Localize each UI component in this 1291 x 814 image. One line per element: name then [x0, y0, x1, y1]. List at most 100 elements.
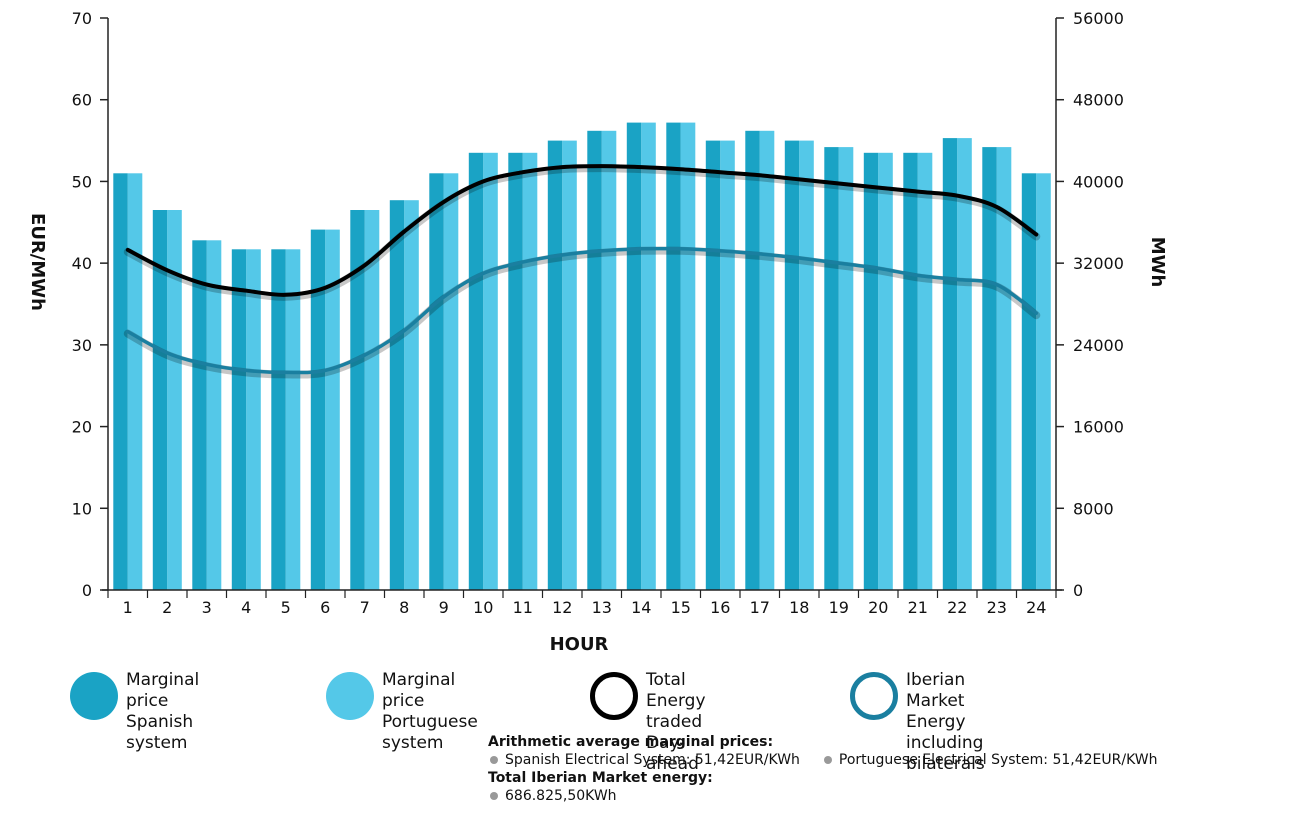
bar-spanish-1	[113, 173, 128, 590]
y-left-tick-label-0: 0	[82, 581, 92, 600]
bar-spanish-18	[785, 141, 800, 590]
y-right-axis-title: MWh	[1147, 237, 1168, 288]
y-right-tick-label-16000: 16000	[1073, 418, 1124, 437]
summary-block: Arithmetic average marginal prices: Span…	[488, 733, 1288, 805]
y-right-tick-label-0: 0	[1073, 581, 1083, 600]
bar-portuguese-21	[918, 153, 933, 590]
bar-spanish-10	[469, 153, 484, 590]
bar-spanish-8	[390, 200, 405, 590]
x-tick-label-23: 23	[987, 598, 1007, 617]
avg-spanish-value: Spanish Electrical System: 51,42EUR/KWh	[505, 752, 800, 768]
bar-portuguese-14	[641, 123, 656, 590]
bar-spanish-12	[548, 141, 563, 590]
legend-swatch-iberian-energy	[850, 672, 898, 720]
bar-spanish-23	[982, 147, 997, 590]
x-tick-label-21: 21	[908, 598, 928, 617]
y-right-tick-label-24000: 24000	[1073, 336, 1124, 355]
bar-portuguese-1	[128, 173, 143, 590]
total-energy-heading: Total Iberian Market energy:	[488, 769, 1288, 787]
total-energy-value: 686.825,50KWh	[505, 788, 617, 804]
y-left-tick-label-10: 10	[72, 499, 92, 518]
y-right-tick-label-56000: 56000	[1073, 9, 1124, 28]
legend-label-portuguese-price: Marginal price Portuguese system	[382, 670, 478, 754]
bar-portuguese-19	[839, 147, 854, 590]
bar-spanish-22	[943, 138, 958, 590]
y-left-axis-title: EUR/MWh	[27, 213, 48, 311]
bar-portuguese-8	[404, 200, 419, 590]
line-iberian-energy	[128, 249, 1037, 373]
legend-label-spanish-price: Marginal price Spanish system	[126, 670, 199, 754]
x-tick-label-16: 16	[710, 598, 730, 617]
bar-portuguese-2	[167, 210, 182, 590]
bar-spanish-3	[192, 240, 207, 590]
bar-spanish-9	[429, 173, 444, 590]
y-left-tick-label-50: 50	[72, 172, 92, 191]
bar-spanish-11	[508, 153, 523, 590]
bar-portuguese-22	[957, 138, 972, 590]
bar-spanish-19	[824, 147, 839, 590]
legend-swatch-portuguese-price	[326, 672, 374, 720]
y-left-tick-label-70: 70	[72, 9, 92, 28]
bar-spanish-16	[706, 141, 721, 590]
x-tick-label-3: 3	[202, 598, 212, 617]
bar-portuguese-17	[760, 131, 775, 590]
x-tick-label-12: 12	[552, 598, 572, 617]
x-tick-label-10: 10	[473, 598, 493, 617]
lines-layer	[128, 166, 1037, 374]
y-right-tick-label-48000: 48000	[1073, 91, 1124, 110]
bar-portuguese-12	[562, 141, 577, 590]
x-tick-label-9: 9	[439, 598, 449, 617]
x-tick-label-7: 7	[360, 598, 370, 617]
bar-spanish-15	[666, 123, 681, 590]
y-left-tick-label-40: 40	[72, 254, 92, 273]
bar-portuguese-18	[799, 141, 814, 590]
bar-portuguese-13	[602, 131, 617, 590]
x-tick-label-5: 5	[281, 598, 291, 617]
bar-portuguese-20	[878, 153, 893, 590]
bullet-icon	[824, 756, 832, 764]
bullet-icon	[490, 792, 498, 800]
x-tick-label-17: 17	[750, 598, 770, 617]
bullet-icon	[490, 756, 498, 764]
bar-portuguese-16	[720, 141, 735, 590]
bar-portuguese-10	[483, 153, 498, 590]
bar-portuguese-11	[523, 153, 538, 590]
legend-swatch-spanish-price	[70, 672, 118, 720]
x-tick-label-8: 8	[399, 598, 409, 617]
bar-spanish-17	[745, 131, 760, 590]
bar-spanish-6	[311, 230, 326, 590]
total-energy-row: 686.825,50KWh	[488, 787, 1288, 805]
avg-prices-row: Spanish Electrical System: 51,42EUR/KWh P…	[488, 751, 1288, 769]
x-tick-label-20: 20	[868, 598, 888, 617]
x-tick-label-14: 14	[631, 598, 651, 617]
x-tick-label-24: 24	[1026, 598, 1046, 617]
bar-spanish-13	[587, 131, 602, 590]
bar-portuguese-4	[246, 249, 260, 590]
x-tick-label-15: 15	[671, 598, 691, 617]
y-left-tick-label-20: 20	[72, 418, 92, 437]
x-tick-label-13: 13	[592, 598, 612, 617]
x-tick-label-11: 11	[513, 598, 533, 617]
y-right-tick-label-40000: 40000	[1073, 172, 1124, 191]
x-tick-label-2: 2	[162, 598, 172, 617]
avg-prices-heading: Arithmetic average marginal prices:	[488, 733, 1288, 751]
x-tick-label-6: 6	[320, 598, 330, 617]
x-tick-label-18: 18	[789, 598, 809, 617]
x-tick-label-19: 19	[829, 598, 849, 617]
bar-spanish-20	[864, 153, 879, 590]
legend-swatch-total-energy	[590, 672, 638, 720]
x-tick-label-4: 4	[241, 598, 251, 617]
x-tick-label-22: 22	[947, 598, 967, 617]
y-right-tick-label-8000: 8000	[1073, 499, 1114, 518]
bar-portuguese-15	[681, 123, 696, 590]
bar-spanish-21	[903, 153, 918, 590]
bar-spanish-14	[627, 123, 642, 590]
avg-portuguese-value: Portuguese Electrical System: 51,42EUR/K…	[839, 752, 1158, 768]
y-right-tick-label-32000: 32000	[1073, 254, 1124, 273]
y-left-tick-label-30: 30	[72, 336, 92, 355]
y-left-tick-label-60: 60	[72, 91, 92, 110]
legend: Marginal price Spanish system Marginal p…	[70, 668, 1170, 724]
x-axis-title: HOUR	[550, 634, 609, 655]
x-tick-label-1: 1	[123, 598, 133, 617]
line-iberian-energy-shadow	[128, 251, 1037, 375]
